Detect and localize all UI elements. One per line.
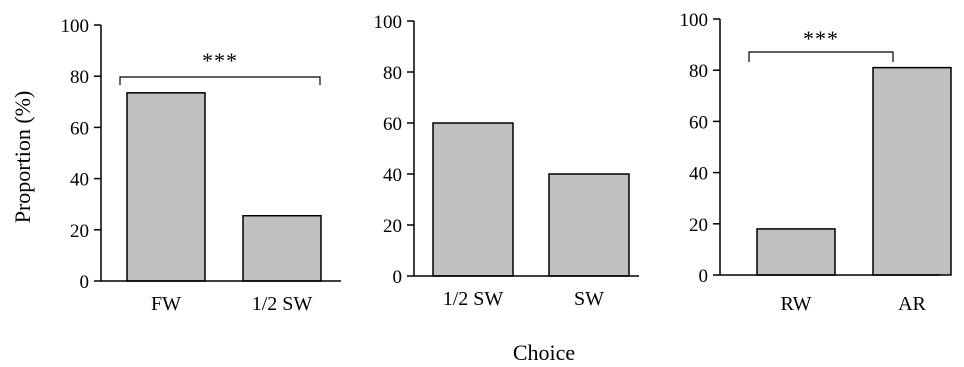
significance-label: *** — [202, 48, 238, 73]
category-label: SW — [574, 288, 604, 310]
chart-panel-1: 0 20 40 60 80 100 FW 1/2 SW *** — [61, 16, 341, 315]
bar-ar — [872, 66, 952, 276]
bar-rw — [756, 228, 836, 276]
y-tick-label: 40 — [383, 165, 402, 186]
y-tick-label: 60 — [383, 114, 402, 135]
bar-fw — [126, 92, 206, 282]
category-label: 1/2 SW — [252, 293, 313, 315]
significance-label: *** — [803, 26, 839, 51]
y-tick-label: 80 — [70, 67, 89, 88]
y-tick-label: 0 — [393, 267, 403, 288]
y-tick-label: 20 — [70, 221, 89, 242]
bar-1-2-sw — [242, 214, 322, 282]
category-label: FW — [151, 293, 181, 315]
y-tick-label: 100 — [680, 10, 709, 31]
y-tick-label: 40 — [70, 170, 89, 191]
chart-panel-3: 0 20 40 60 80 100 RW AR *** — [680, 10, 952, 315]
y-tick-label: 20 — [383, 216, 402, 237]
significance-bracket — [748, 51, 894, 62]
y-axis-title: Proportion (%) — [10, 91, 35, 224]
y-tick-label: 0 — [80, 272, 90, 293]
chart-panel-2: 0 20 40 60 80 100 1/2 SW SW — [374, 12, 639, 310]
bar-sw — [548, 173, 630, 277]
bar-1-2-sw — [432, 122, 514, 277]
y-tick-label: 80 — [689, 61, 708, 82]
y-tick-label: 100 — [61, 16, 90, 37]
y-tick-label: 0 — [699, 266, 709, 287]
y-tick-label: 60 — [689, 112, 708, 133]
x-axis-title: Choice — [513, 340, 575, 365]
y-tick-label: 60 — [70, 118, 89, 139]
y-tick-label: 100 — [374, 12, 403, 33]
category-label: 1/2 SW — [443, 288, 504, 310]
significance-bracket — [119, 76, 321, 85]
y-tick-label: 80 — [383, 63, 402, 84]
chart-panels: 0 20 40 60 80 100 FW 1/2 SW *** 0 20 40 60 80 100 1/2 S… — [61, 10, 952, 315]
y-tick-label: 40 — [689, 164, 708, 185]
y-tick-label: 20 — [689, 215, 708, 236]
category-label: RW — [780, 293, 811, 315]
category-label: AR — [898, 293, 926, 315]
